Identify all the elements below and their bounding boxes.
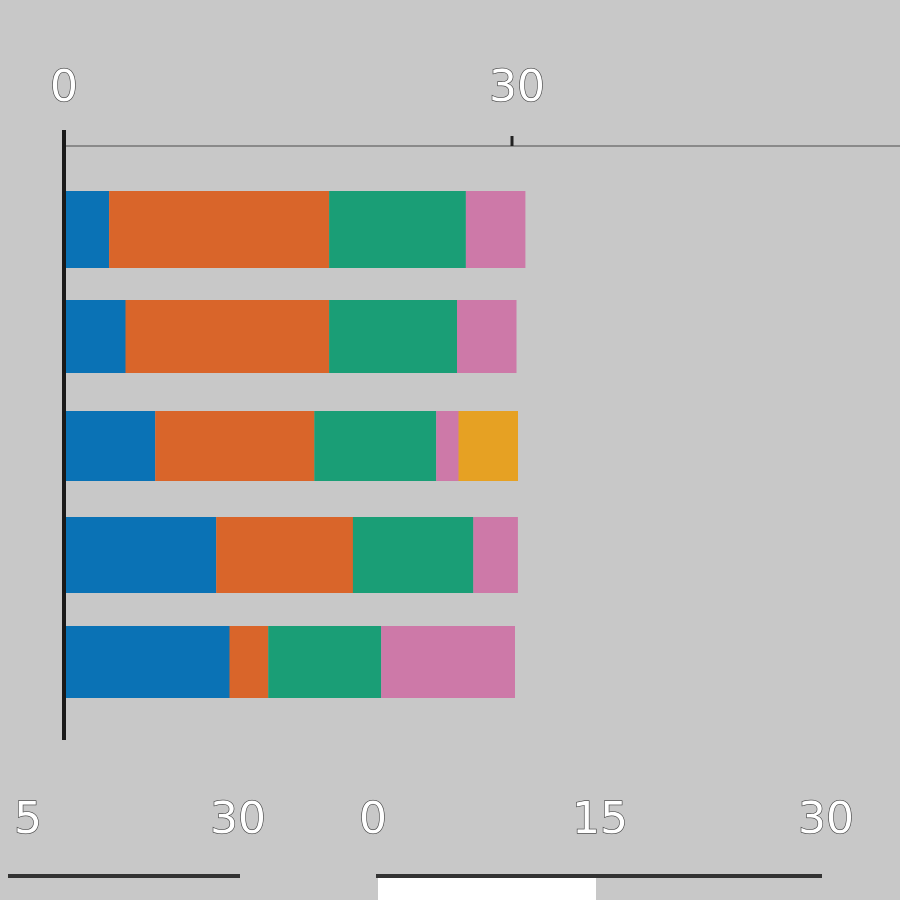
bar-segment-row2-series4 — [457, 300, 517, 373]
bar-segment-row5-series4 — [381, 626, 515, 698]
bottom-right-tick-label-30: 30 — [798, 793, 854, 844]
top-axis-tick-label-30: 30 — [489, 61, 545, 112]
bar-segment-row1-series4 — [465, 191, 526, 268]
bar-segment-row5-series1 — [66, 626, 230, 698]
bar-segment-row3-series2 — [155, 411, 315, 481]
bar-segment-row2-series1 — [66, 300, 126, 373]
bottom-right-tick-label-0: 0 — [359, 793, 387, 844]
bottom-left-tick-label-5: 5 — [14, 793, 42, 844]
bar-segment-row3-series5 — [458, 411, 518, 481]
bar-segment-row3-series4 — [436, 411, 459, 481]
bar-segment-row2-series3 — [329, 300, 457, 373]
bar-segment-row4-series1 — [66, 517, 217, 593]
top-axis: 0 30 — [49, 60, 900, 147]
bar-segment-row3-series1 — [66, 411, 156, 481]
bar-segment-row4-series2 — [216, 517, 353, 593]
bottom-right-tick-label-15: 15 — [572, 793, 628, 844]
bar-segment-row1-series3 — [329, 191, 466, 268]
bar-segment-row1-series2 — [109, 191, 330, 268]
bar-segment-row5-series3 — [268, 626, 382, 698]
bar-segment-row4-series4 — [473, 517, 518, 593]
bars-group — [66, 191, 526, 698]
bottom-panels: 5 30 0 15 30 — [8, 792, 855, 900]
bar-segment-row4-series3 — [352, 517, 474, 593]
bottom-left-tick-label-30: 30 — [210, 793, 266, 844]
top-axis-tick-label-0: 0 — [50, 61, 78, 112]
bar-segment-row1-series1 — [66, 191, 110, 268]
bar-segment-row2-series2 — [125, 300, 330, 373]
bar-segment-row3-series3 — [314, 411, 437, 481]
bottom-right-axis-highlight — [378, 878, 596, 900]
bar-segment-row5-series2 — [229, 626, 269, 698]
